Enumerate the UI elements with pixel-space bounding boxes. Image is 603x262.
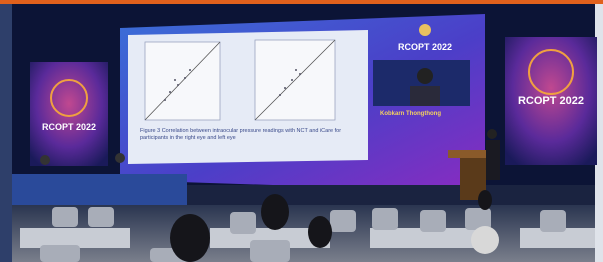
speaker-body [486, 140, 500, 180]
screen-logo [419, 24, 431, 36]
panelist [115, 153, 125, 163]
right-banner-title: RCOPT 2022 [518, 95, 584, 107]
audience-head [471, 226, 499, 254]
top-border [0, 0, 603, 4]
slide-caption: Figure 3 Correlation between intraocular… [140, 128, 355, 142]
panelist [40, 155, 50, 165]
left-banner [30, 62, 108, 166]
speaker-head [417, 68, 433, 84]
speaker-name: Kobkarn Thongthong [380, 111, 441, 117]
event-title: RCOPT 2022 [398, 42, 452, 52]
left-banner-title: RCOPT 2022 [42, 122, 96, 132]
panel-table [12, 174, 187, 206]
photo: RCOPT 2022 RCOPT 2022 RCOPT 2022 Kobkarn… [0, 0, 603, 262]
speaker-body [410, 86, 440, 106]
left-wall [0, 4, 12, 262]
speaker [487, 129, 497, 139]
